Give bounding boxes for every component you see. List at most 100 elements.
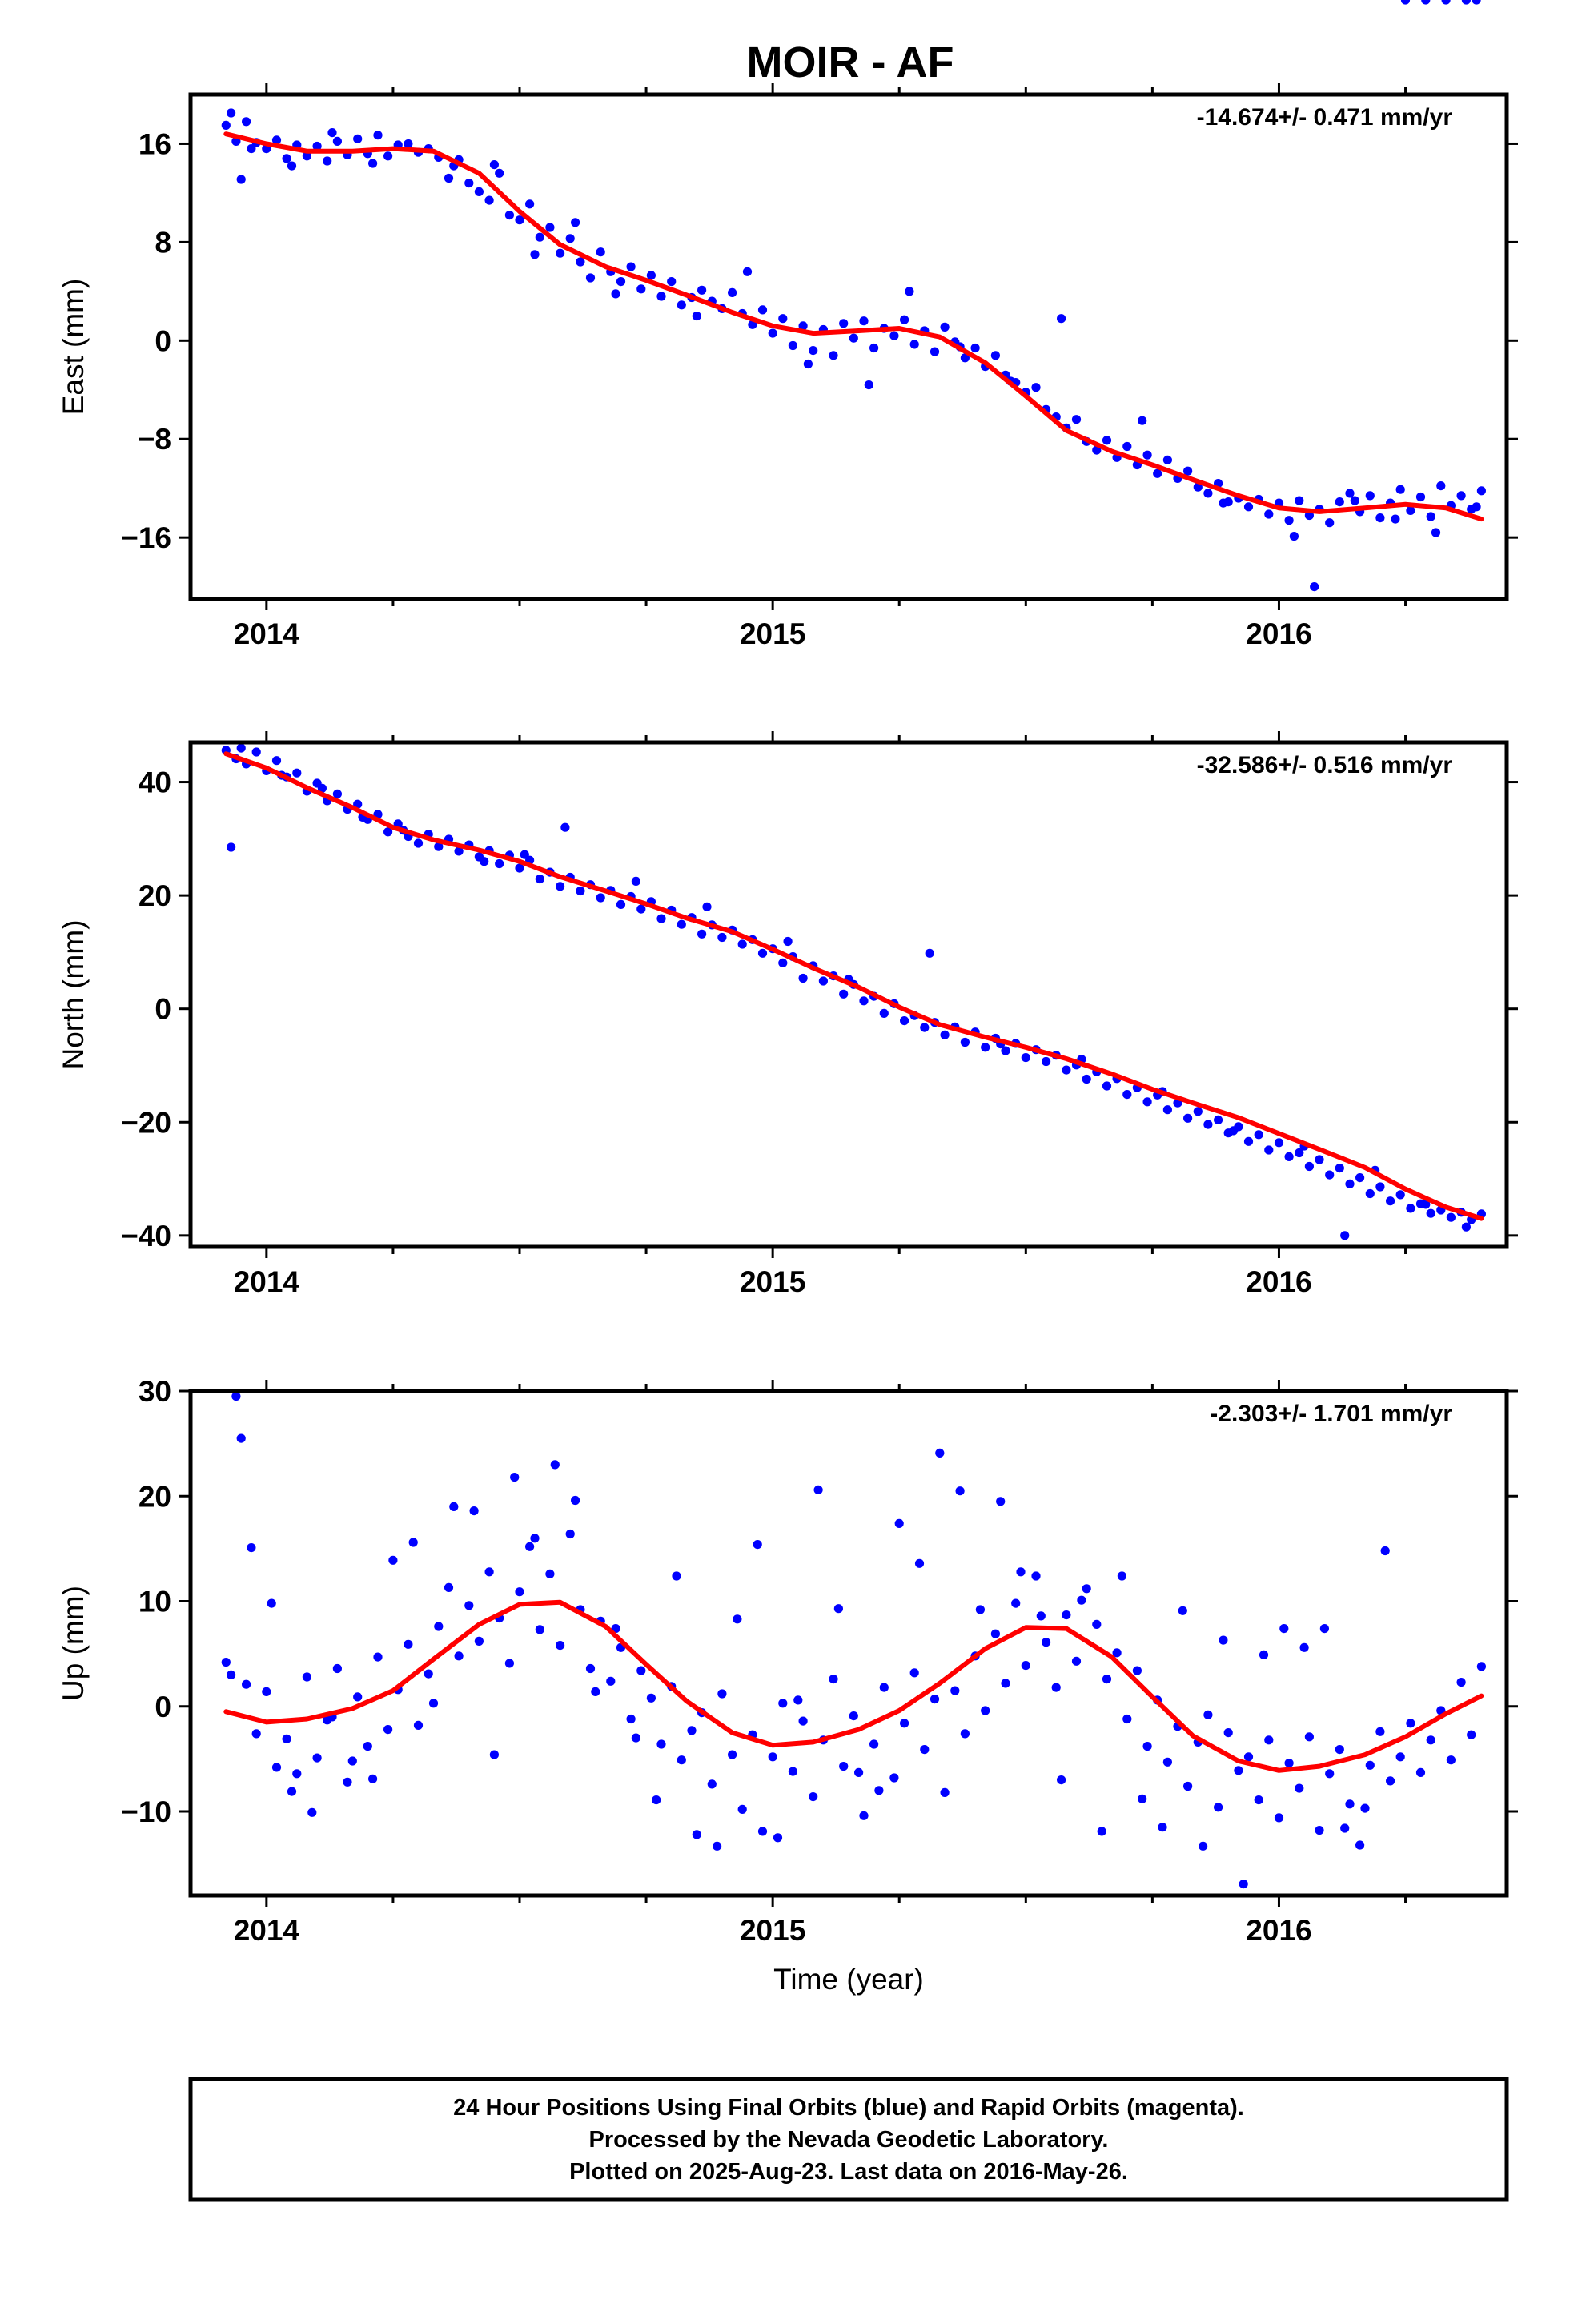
chart-2-up-point-183: [1380, 1546, 1390, 1556]
chart-0-east-point-92: [1153, 468, 1162, 478]
chart-1-north-point-63: [859, 996, 869, 1006]
chart-1-north-point-142: [1229, 1126, 1239, 1136]
chart-0-east-point-149: [1391, 514, 1400, 524]
chart-1-north-point-128: [317, 783, 327, 793]
chart-2-up-point-179: [1299, 1642, 1309, 1652]
panel-north: 2014 2015 2016 40 20 0 −20 −40 North (mm) -32.586…: [57, 731, 1518, 1298]
chart-2-up-point-167: [1057, 1775, 1066, 1785]
chart-2-up-point-15: [373, 1652, 383, 1662]
chart-2-up-point-125: [227, 1670, 236, 1679]
chart-1-north-point-73: [960, 1037, 970, 1047]
chart-2-up-xtick-label-2: 2016: [1246, 1914, 1311, 1947]
chart-0-east-point-144: [1138, 416, 1147, 425]
chart-0-east-xtick-label-1: 2015: [740, 617, 805, 650]
footer-box: 24 Hour Positions Using Final Orbits (bl…: [188, 2077, 1509, 2202]
chart-1-north-point-79: [1021, 1053, 1030, 1063]
chart-2-up-point-124: [1476, 1662, 1486, 1671]
chart-0-east-point-148: [1350, 496, 1359, 505]
chart-2-up-point-140: [510, 1473, 520, 1482]
chart-2-up-point-122: [1456, 1678, 1466, 1687]
chart-0-east-point-8: [302, 151, 311, 161]
chart-1-north-point-107: [1304, 1161, 1314, 1172]
chart-1-north-point-91: [1142, 1097, 1152, 1107]
chart-0-east-ytick-label-4: −16: [121, 521, 171, 554]
chart-1-north-point-11: [332, 789, 342, 799]
chart-1-north-points: [221, 743, 1486, 1240]
chart-2-up-point-32: [545, 1569, 555, 1578]
chart-0-east-point-150: [1431, 528, 1441, 537]
chart-2-up-point-23: [454, 1651, 464, 1661]
chart-1-north-point-29: [515, 863, 524, 873]
chart-2-up-point-12: [343, 1777, 352, 1787]
chart-2-up-point-135: [408, 1538, 418, 1547]
chart-2-up-point-36: [585, 1663, 596, 1674]
chart-0-east-ytick-label-1: 8: [155, 226, 171, 259]
chart-0-east-point-35: [576, 257, 585, 267]
chart-2-up-point-157: [854, 1767, 864, 1777]
chart-1-north-point-67: [900, 1016, 909, 1026]
chart-2-up-xtick-label-1: 2015: [740, 1914, 805, 1947]
chart-2-up-point-14: [363, 1742, 372, 1751]
chart-1-north-point-85: [1082, 1074, 1091, 1084]
chart-1-north-point-125: [227, 842, 236, 852]
chart-2-up-points: [221, 0, 1486, 1889]
chart-1-north-point-97: [1203, 1120, 1213, 1129]
chart-2-up-frame: [188, 1389, 1509, 1898]
chart-2-up-point-175: [1219, 1635, 1228, 1645]
chart-2-up-point-115: [1386, 1776, 1395, 1786]
chart-1-north-point-39: [616, 899, 626, 909]
chart-1-north-point-113: [1365, 1188, 1375, 1199]
chart-2-up-point-64: [869, 1739, 879, 1749]
chart-2-up-point-155: [813, 1485, 823, 1494]
chart-0-east-point-18: [404, 139, 413, 149]
chart-2-up-point-101: [1243, 1752, 1254, 1762]
chart-0-east-point-56: [788, 340, 798, 351]
chart-2-up-point-89: [1122, 1714, 1132, 1724]
chart-2-up-point-53: [757, 1827, 768, 1836]
chart-0-east-point-147: [1310, 582, 1319, 592]
chart-1-north-point-119: [1426, 1208, 1435, 1218]
chart-1-north-fit-line: [223, 751, 1484, 1221]
chart-0-east-point-109: [1325, 518, 1335, 528]
chart-2-up-point-169: [1097, 1827, 1106, 1836]
chart-1-north-point-135: [702, 902, 712, 911]
chart-0-east-xtick-label-0: 2014: [234, 617, 300, 650]
chart-1-north-point-21: [434, 842, 444, 851]
chart-2-up-point-61: [839, 1762, 849, 1771]
chart-1-north-point-89: [1122, 1090, 1132, 1100]
chart-2-up-point-71: [940, 1787, 950, 1797]
chart-2-up-point-109: [1325, 1769, 1335, 1779]
chart-2-up-point-34: [565, 1529, 575, 1539]
chart-2-up-point-62: [849, 1711, 858, 1721]
chart-2-up-point-28: [504, 1659, 515, 1668]
chart-0-east-point-57: [798, 321, 808, 331]
chart-2-up-point-80: [1031, 1571, 1041, 1581]
chart-2-up-point-185: [1421, 0, 1431, 5]
chart-2-up-point-130: [307, 1807, 317, 1817]
chart-1-north-ylabel: North (mm): [57, 919, 90, 1069]
chart-2-up-point-9: [312, 1753, 322, 1763]
chart-2-up-point-6: [282, 1734, 291, 1743]
chart-1-north-point-87: [1102, 1081, 1112, 1091]
chart-0-east-point-93: [1162, 455, 1172, 465]
chart-0-east-point-6: [282, 154, 291, 163]
chart-2-up-point-173: [1178, 1606, 1187, 1615]
chart-1-north-point-115: [1386, 1196, 1395, 1206]
chart-2-up-point-20: [424, 1669, 433, 1679]
chart-0-east-point-10: [323, 156, 332, 166]
chart-2-up-point-65: [879, 1683, 889, 1692]
chart-1-north-point-117: [1406, 1204, 1415, 1213]
chart-2-up-point-114: [1375, 1727, 1385, 1736]
chart-2-up-point-118: [1415, 1767, 1426, 1777]
chart-1-north-point-71: [940, 1030, 950, 1039]
chart-0-east-point-133: [530, 250, 540, 259]
chart-2-up-xtick-label-0: 2014: [234, 1914, 300, 1947]
chart-0-east-point-114: [1375, 513, 1385, 523]
chart-0-east-point-61: [839, 319, 849, 328]
chart-2-up-point-55: [778, 1699, 788, 1708]
chart-2-up-point-139: [489, 1750, 500, 1759]
chart-1-north-point-106: [1295, 1148, 1304, 1158]
chart-2-up-point-76: [990, 1629, 1000, 1638]
chart-0-east-point-30: [525, 199, 535, 209]
